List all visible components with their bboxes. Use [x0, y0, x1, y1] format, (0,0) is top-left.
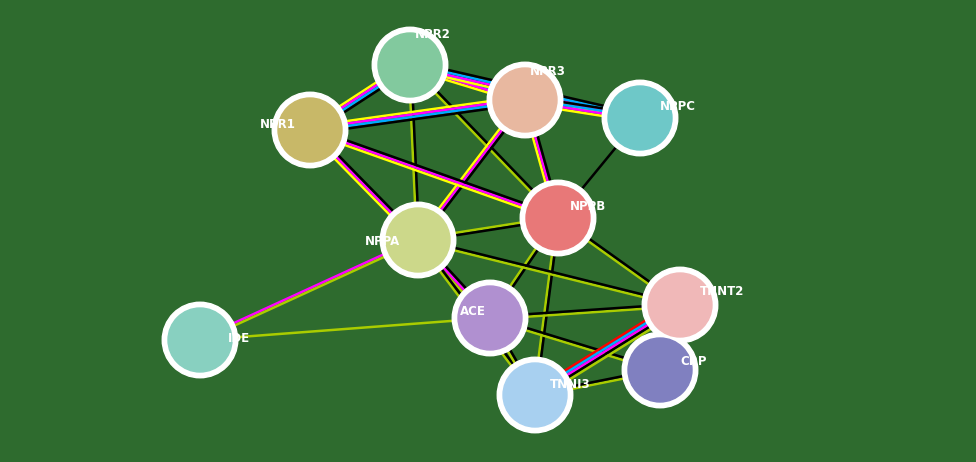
- Text: TNNT2: TNNT2: [700, 285, 745, 298]
- Circle shape: [286, 106, 334, 154]
- Circle shape: [501, 76, 549, 124]
- Text: NPPB: NPPB: [570, 200, 606, 213]
- Circle shape: [278, 98, 342, 162]
- Circle shape: [636, 346, 684, 394]
- Circle shape: [487, 62, 563, 138]
- Circle shape: [608, 86, 672, 150]
- Text: ACE: ACE: [460, 305, 486, 318]
- Circle shape: [272, 92, 347, 168]
- Circle shape: [458, 286, 522, 350]
- Circle shape: [628, 338, 692, 402]
- Circle shape: [452, 280, 528, 356]
- Circle shape: [493, 68, 557, 132]
- Circle shape: [526, 186, 590, 250]
- Circle shape: [616, 94, 664, 142]
- Text: NPR3: NPR3: [530, 65, 566, 78]
- Text: IDE: IDE: [228, 332, 250, 345]
- Text: NPPA: NPPA: [365, 235, 400, 248]
- Circle shape: [648, 273, 712, 337]
- Text: TNNI3: TNNI3: [550, 378, 590, 391]
- Circle shape: [656, 281, 704, 329]
- Circle shape: [162, 302, 238, 378]
- Text: NPR2: NPR2: [415, 28, 451, 41]
- Circle shape: [386, 208, 450, 272]
- Circle shape: [503, 363, 567, 427]
- Circle shape: [642, 267, 717, 343]
- Text: NPR1: NPR1: [260, 118, 296, 131]
- Circle shape: [466, 294, 514, 342]
- Circle shape: [386, 41, 434, 89]
- Circle shape: [168, 308, 232, 372]
- Circle shape: [381, 202, 456, 278]
- Circle shape: [497, 357, 573, 433]
- Circle shape: [602, 80, 677, 156]
- Circle shape: [372, 27, 448, 103]
- Circle shape: [176, 316, 224, 364]
- Circle shape: [623, 332, 698, 408]
- Circle shape: [394, 216, 442, 264]
- Text: CRP: CRP: [680, 355, 707, 368]
- Circle shape: [534, 194, 582, 242]
- Circle shape: [511, 371, 559, 419]
- Circle shape: [520, 180, 595, 256]
- Circle shape: [378, 33, 442, 97]
- Text: NPPC: NPPC: [660, 100, 696, 113]
